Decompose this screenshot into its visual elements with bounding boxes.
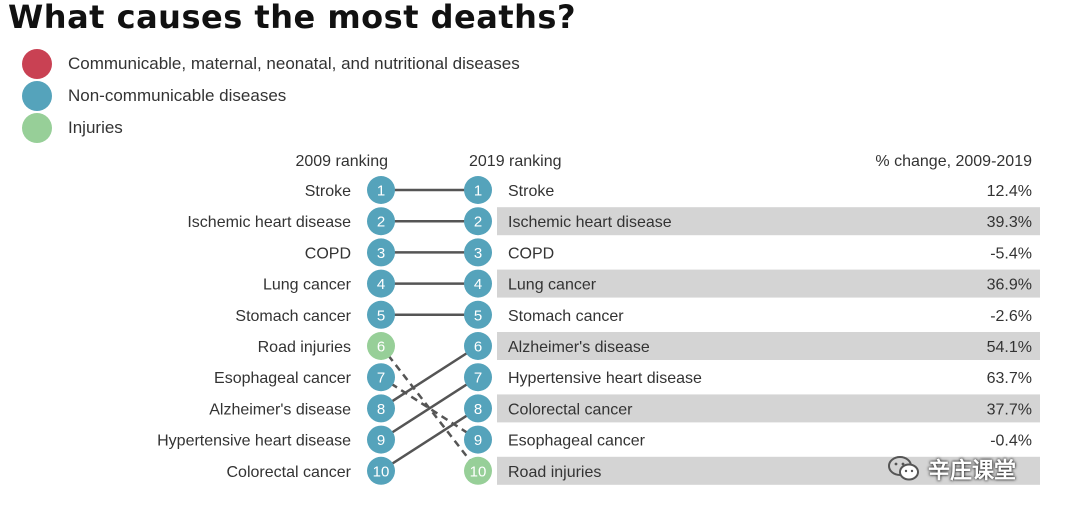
rank-number-2009-1: 1 [377,183,385,200]
header-2009-ranking: 2009 ranking [295,153,388,170]
cause-label-2009-1: Stroke [305,183,351,200]
chart-title: What causes the most deaths? [8,0,577,36]
cause-label-2019-10: Road injuries [508,464,601,481]
rank-circle-2019-8 [464,394,492,423]
legend-item-noncommunicable: Non-communicable diseases [22,81,286,111]
cause-label-2009-9: Hypertensive heart disease [157,433,351,450]
percent-change-4: 36.9% [987,277,1032,294]
highlight-band-2019-4 [497,269,1040,298]
percent-change-5: -2.6% [990,308,1032,325]
highlight-band-2019-8 [497,394,1040,423]
rank-circle-2019-6 [464,332,492,360]
percent-change-7: 63.7% [987,370,1032,387]
rank-number-2019-5: 5 [474,307,482,324]
cause-label-2019-8: Colorectal cancer [508,401,633,418]
percent-change-8: 37.7% [987,401,1032,418]
rank-number-2019-9: 9 [474,432,482,449]
cause-label-2009-10: Colorectal cancer [227,464,352,481]
rank-number-2009-6: 6 [377,339,385,356]
rank-circle-2009-3 [367,238,395,267]
legend-dot-noncommunicable [22,81,52,111]
rank-circle-2019-5 [464,300,492,329]
cause-label-2019-6: Alzheimer's disease [508,339,650,356]
rank-circle-2009-6 [367,332,395,360]
rank-circle-2019-9 [464,425,492,454]
connector-line-9-to-7 [380,376,479,441]
legend-item-communicable: Communicable, maternal, neonatal, and nu… [22,49,520,79]
rank-circle-2009-8 [367,394,395,423]
percent-change-2: 39.3% [987,214,1032,231]
percent-change-3: -5.4% [990,245,1032,262]
rank-circle-2009-4 [367,269,395,298]
legend-dot-injuries [22,113,52,143]
rank-number-2019-2: 2 [474,214,482,231]
cause-label-2009-7: Esophageal cancer [214,370,352,387]
percent-change-9: -0.4% [990,433,1032,450]
highlight-band-2019-2 [497,207,1040,236]
rank-circle-2019-3 [464,238,492,267]
rank-number-2009-9: 9 [377,432,385,449]
rank-number-2009-2: 2 [377,214,385,231]
rank-number-2009-8: 8 [377,401,385,418]
connector-line-6-to-10 [380,345,479,472]
rank-number-2019-10: 10 [470,463,487,480]
cause-label-2009-6: Road injuries [258,339,351,356]
rank-circle-2019-2 [464,207,492,236]
rank-number-2009-7: 7 [377,370,385,387]
header-2019-ranking: 2019 ranking [469,153,562,170]
rank-circle-2009-10 [367,456,395,485]
connector-line-8-to-6 [380,344,479,410]
rank-circle-2009-2 [367,207,395,236]
wechat-icon [888,456,920,482]
connector-line-7-to-9 [380,376,479,441]
rank-number-2009-3: 3 [377,245,385,262]
cause-label-2009-4: Lung cancer [263,277,352,294]
legend-label-communicable: Communicable, maternal, neonatal, and nu… [68,54,520,73]
cause-label-2019-5: Stomach cancer [508,308,624,325]
rank-number-2019-6: 6 [474,339,482,356]
watermark-text: 辛庄课堂 [928,458,1017,483]
rank-circle-2009-5 [367,300,395,329]
percent-change-1: 12.4% [987,183,1032,200]
highlight-band-2019-6 [497,332,1040,360]
cause-label-2009-8: Alzheimer's disease [209,401,351,418]
rank-number-2019-4: 4 [474,276,482,293]
cause-label-2009-2: Ischemic heart disease [187,214,351,231]
cause-label-2019-7: Hypertensive heart disease [508,370,702,387]
rank-circle-2009-7 [367,363,395,392]
cause-label-2019-4: Lung cancer [508,277,597,294]
rank-number-2019-3: 3 [474,245,482,262]
rank-number-2009-5: 5 [377,307,385,324]
cause-label-2019-2: Ischemic heart disease [508,214,672,231]
rank-circle-2019-7 [464,363,492,392]
rank-number-2019-7: 7 [474,370,482,387]
rank-number-2019-1: 1 [474,183,482,200]
legend-dot-communicable [22,49,52,79]
legend-label-noncommunicable: Non-communicable diseases [68,86,287,105]
cause-label-2019-3: COPD [508,245,554,262]
percent-change-6: 54.1% [987,339,1032,356]
cause-label-2009-3: COPD [305,245,351,262]
legend-label-injuries: Injuries [68,118,123,137]
rank-circle-2009-9 [367,425,395,454]
legend-item-injuries: Injuries [22,113,123,143]
watermark: 辛庄课堂 [888,452,1016,486]
cause-label-2009-5: Stomach cancer [235,308,351,325]
rank-circle-2019-4 [464,269,492,298]
highlight-band-2019-10 [497,456,1040,485]
rank-circle-2009-1 [367,176,395,204]
cause-label-2019-1: Stroke [508,183,554,200]
rank-circle-2019-10 [464,456,492,485]
rank-circle-2019-1 [464,176,492,204]
rank-number-2019-8: 8 [474,401,482,418]
cause-label-2019-9: Esophageal cancer [508,433,646,450]
header-percent-change: % change, 2009-2019 [875,153,1032,170]
connector-line-10-to-8 [380,407,479,472]
rank-number-2009-4: 4 [377,276,385,293]
rank-number-2009-10: 10 [373,463,390,480]
